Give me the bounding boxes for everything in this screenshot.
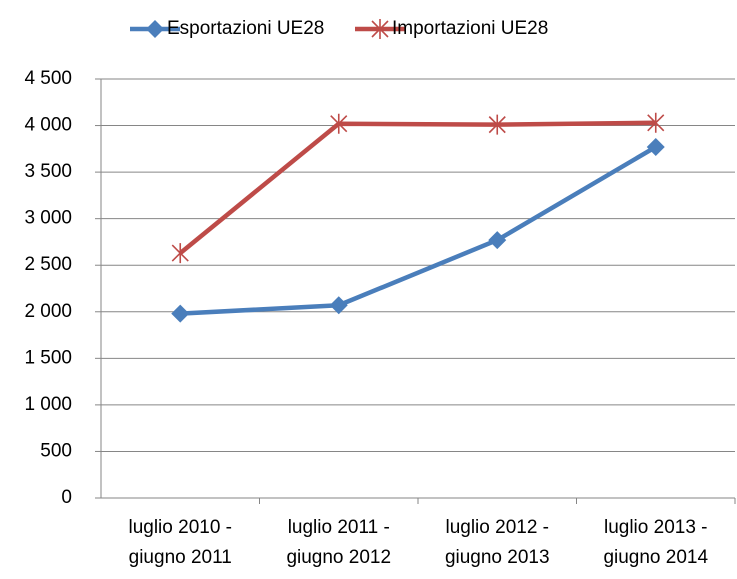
marker bbox=[329, 296, 348, 315]
y-tick-label: 2 000 bbox=[24, 301, 72, 322]
marker bbox=[171, 243, 189, 264]
marker bbox=[646, 137, 665, 156]
series-line bbox=[180, 145, 657, 316]
marker bbox=[488, 231, 507, 250]
y-tick-label: 1 500 bbox=[24, 347, 72, 368]
y-tick-label: 4 000 bbox=[24, 115, 72, 136]
marker bbox=[488, 114, 506, 135]
marker bbox=[647, 112, 665, 133]
series-line bbox=[178, 120, 656, 255]
y-tick-label: 3 000 bbox=[24, 208, 72, 229]
legend-label: Importazioni UE28 bbox=[392, 18, 548, 39]
y-tick-label: 0 bbox=[61, 487, 72, 508]
legend-marker bbox=[371, 19, 389, 39]
x-tick-label: luglio 2013 - giugno 2014 bbox=[603, 517, 709, 568]
y-tick-label: 500 bbox=[40, 440, 72, 461]
y-tick-label: 1 000 bbox=[24, 394, 72, 415]
x-tick-label: luglio 2010 - giugno 2011 bbox=[128, 517, 233, 568]
y-tick-label: 2 500 bbox=[24, 254, 72, 275]
marker bbox=[330, 113, 348, 134]
x-tick-label: luglio 2012 - giugno 2013 bbox=[444, 517, 550, 568]
x-tick-label: luglio 2011 - giugno 2012 bbox=[286, 517, 392, 568]
y-tick-label: 3 500 bbox=[24, 161, 72, 182]
legend-marker bbox=[146, 20, 164, 38]
legend-label: Esportazioni UE28 bbox=[167, 18, 324, 39]
marker bbox=[171, 304, 190, 323]
y-tick-label: 4 500 bbox=[24, 68, 72, 89]
